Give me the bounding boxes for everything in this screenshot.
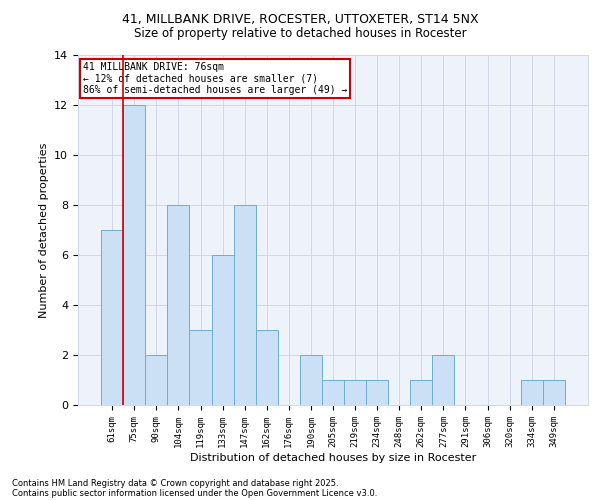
- Bar: [322, 380, 344, 405]
- Bar: [366, 380, 388, 405]
- Bar: [521, 380, 543, 405]
- Bar: [256, 330, 278, 405]
- Text: 41, MILLBANK DRIVE, ROCESTER, UTTOXETER, ST14 5NX: 41, MILLBANK DRIVE, ROCESTER, UTTOXETER,…: [122, 12, 478, 26]
- Bar: [344, 380, 366, 405]
- Bar: [410, 380, 433, 405]
- Text: Size of property relative to detached houses in Rocester: Size of property relative to detached ho…: [134, 28, 466, 40]
- Bar: [433, 355, 454, 405]
- Bar: [123, 105, 145, 405]
- Bar: [543, 380, 565, 405]
- Bar: [101, 230, 123, 405]
- Bar: [190, 330, 212, 405]
- Text: Contains public sector information licensed under the Open Government Licence v3: Contains public sector information licen…: [12, 488, 377, 498]
- Bar: [145, 355, 167, 405]
- Bar: [167, 205, 190, 405]
- Text: Contains HM Land Registry data © Crown copyright and database right 2025.: Contains HM Land Registry data © Crown c…: [12, 478, 338, 488]
- Bar: [233, 205, 256, 405]
- Bar: [212, 255, 233, 405]
- Y-axis label: Number of detached properties: Number of detached properties: [38, 142, 49, 318]
- X-axis label: Distribution of detached houses by size in Rocester: Distribution of detached houses by size …: [190, 452, 476, 462]
- Text: 41 MILLBANK DRIVE: 76sqm
← 12% of detached houses are smaller (7)
86% of semi-de: 41 MILLBANK DRIVE: 76sqm ← 12% of detach…: [83, 62, 347, 95]
- Bar: [300, 355, 322, 405]
